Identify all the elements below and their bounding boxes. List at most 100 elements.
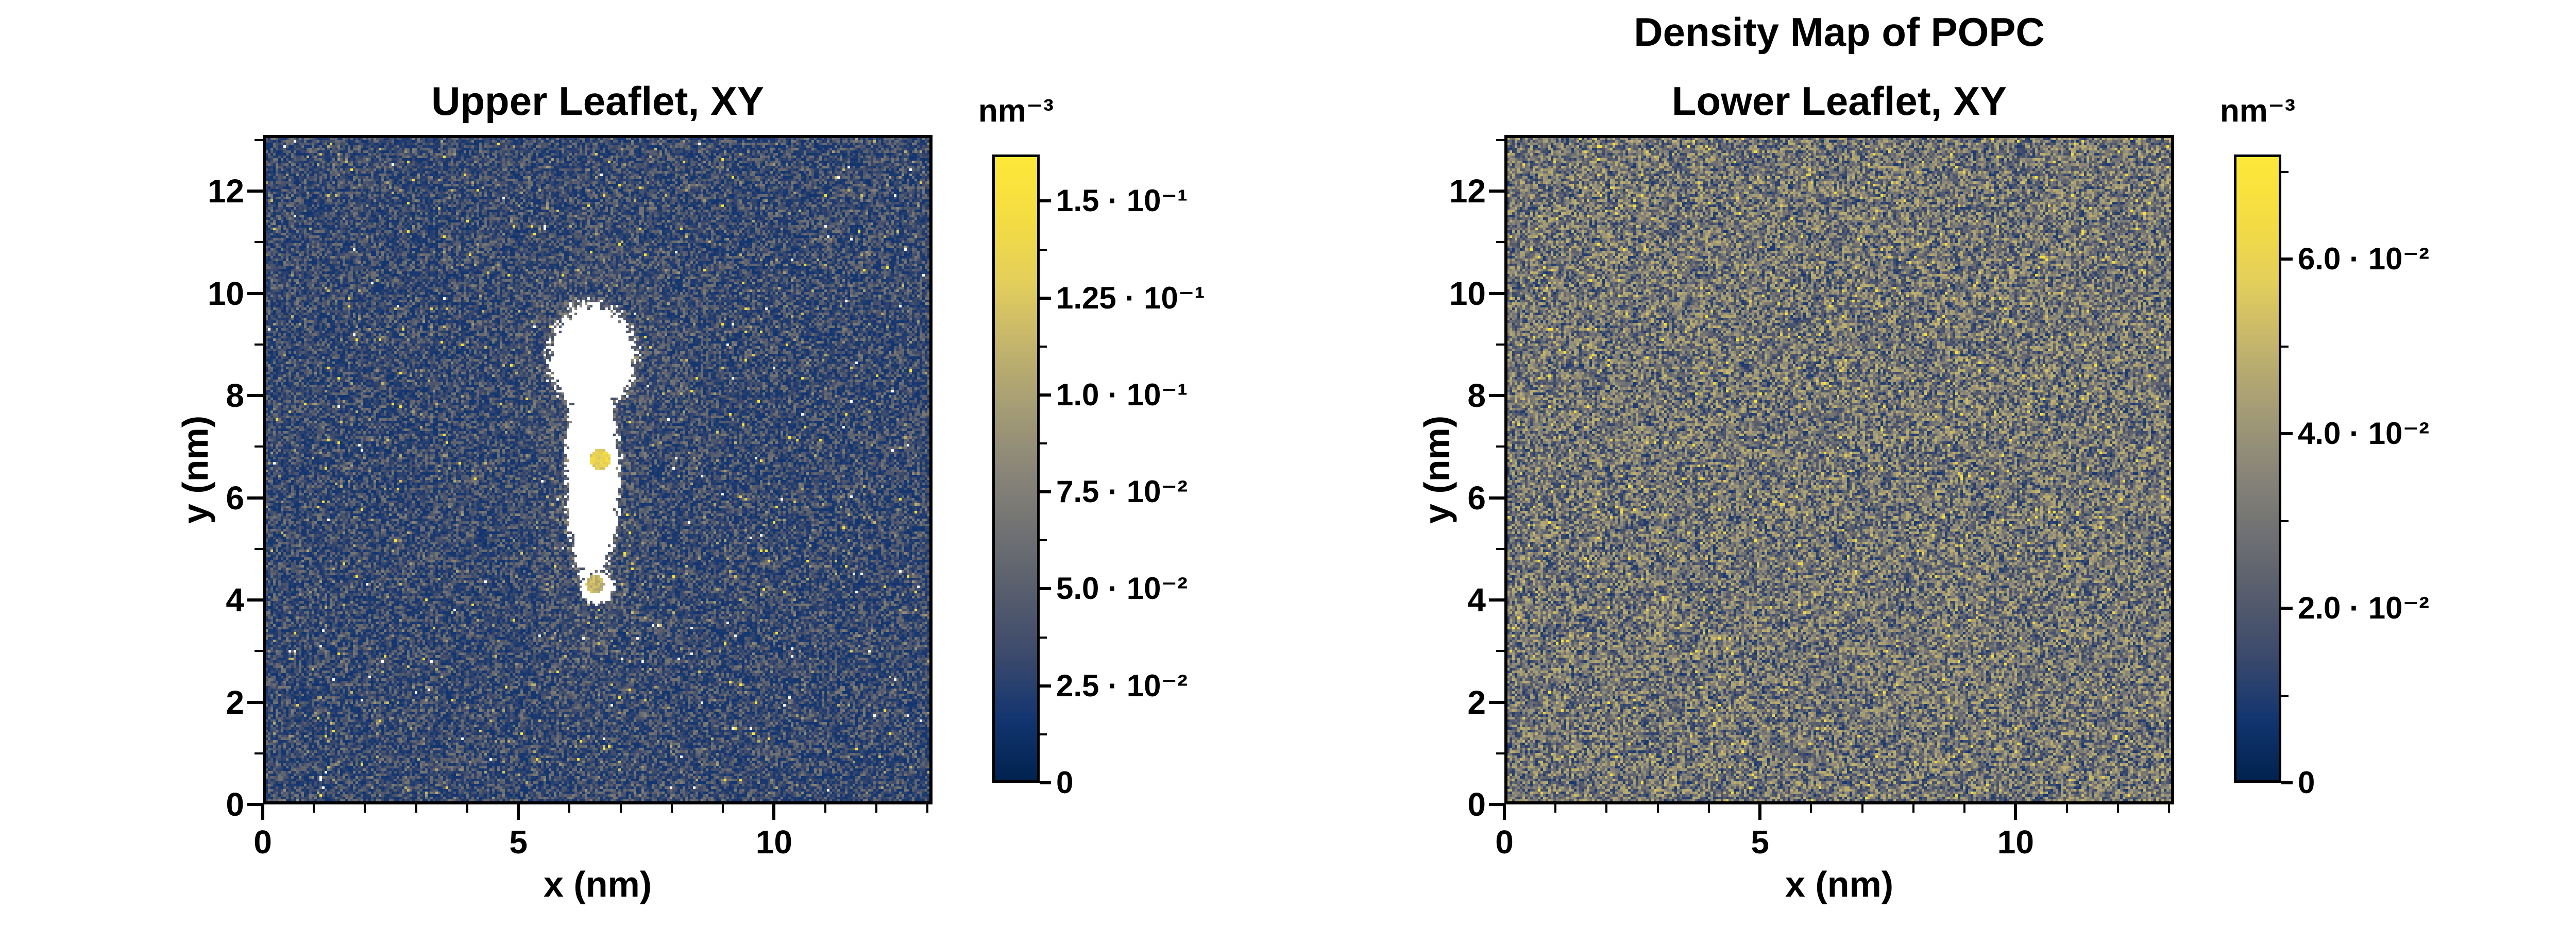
colorbar-tick: [2281, 258, 2293, 261]
panel-title: Upper Leaflet, XY: [431, 78, 764, 124]
colorbar: [2234, 154, 2281, 783]
y-tick-label: 2: [1467, 683, 1486, 721]
y-minor-tick: [1496, 752, 1504, 754]
y-tick-label: 12: [207, 173, 244, 210]
x-minor-tick: [415, 804, 417, 813]
y-tick: [247, 700, 263, 704]
y-tick: [247, 496, 263, 500]
y-tick-label: 2: [226, 683, 244, 721]
x-tick-label: 0: [253, 823, 272, 861]
x-minor-tick: [313, 804, 315, 813]
y-axis-label: y (nm): [175, 416, 215, 524]
x-minor-tick: [568, 804, 571, 813]
y-minor-tick: [255, 547, 263, 550]
x-minor-tick: [1861, 804, 1863, 813]
y-tick-label: 8: [1467, 377, 1486, 415]
x-minor-tick: [1656, 804, 1659, 813]
colorbar-tick: [1040, 587, 1051, 591]
y-tick: [247, 291, 263, 295]
x-minor-tick: [875, 804, 877, 813]
y-tick-label: 0: [1467, 786, 1486, 823]
colorbar-minor-tick: [1040, 636, 1047, 639]
x-minor-tick: [670, 804, 673, 813]
y-tick: [1489, 190, 1504, 193]
x-minor-tick: [466, 804, 468, 813]
y-tick: [1489, 803, 1504, 806]
y-minor-tick: [255, 139, 263, 141]
y-minor-tick: [1496, 445, 1504, 448]
heatmap-upper-leaflet: [263, 135, 933, 804]
plot-frame: [1504, 135, 2174, 804]
y-tick: [1489, 394, 1504, 398]
y-minor-tick: [1496, 650, 1504, 653]
colorbar-tick: [1040, 199, 1051, 203]
plot-frame: [263, 135, 933, 804]
colorbar-minor-tick: [2281, 345, 2289, 348]
x-tick: [517, 804, 520, 820]
x-minor-tick: [1810, 804, 1812, 813]
y-tick-label: 8: [226, 377, 244, 415]
y-tick: [1489, 291, 1504, 295]
x-tick-label: 0: [1495, 823, 1514, 861]
x-minor-tick: [1554, 804, 1557, 813]
figure-suptitle: Density Map of POPC: [1634, 9, 2045, 55]
colorbar-tick-label: 2.5 · 10⁻²: [1056, 668, 1188, 703]
colorbar-minor-tick: [2281, 694, 2289, 697]
x-minor-tick: [1963, 804, 1966, 813]
y-tick-label: 6: [1467, 479, 1486, 517]
x-axis-label: x (nm): [1785, 864, 1893, 904]
y-tick: [247, 803, 263, 806]
x-tick: [772, 804, 776, 820]
y-minor-tick: [1496, 241, 1504, 244]
colorbar: [992, 154, 1040, 783]
x-minor-tick: [1707, 804, 1710, 813]
colorbar-minor-tick: [1040, 345, 1047, 348]
y-tick: [1489, 598, 1504, 602]
colorbar-unit-label: nm⁻³: [2219, 93, 2296, 129]
y-tick-label: 4: [1467, 581, 1486, 619]
y-tick: [247, 598, 263, 602]
y-tick-label: 4: [226, 581, 244, 619]
colorbar-tick: [1040, 393, 1051, 397]
y-tick: [1489, 700, 1504, 704]
x-axis-label: x (nm): [544, 864, 652, 904]
colorbar-unit-label: nm⁻³: [978, 93, 1054, 129]
colorbar-tick-label: 5.0 · 10⁻²: [1056, 571, 1188, 606]
x-tick: [1503, 804, 1506, 820]
colorbar-minor-tick: [1040, 248, 1047, 251]
colorbar-tick-label: 1.25 · 10⁻¹: [1056, 280, 1205, 315]
colorbar-tick: [1040, 296, 1051, 300]
y-tick: [1489, 496, 1504, 500]
colorbar-tick-label: 0: [2298, 765, 2315, 800]
x-minor-tick: [619, 804, 622, 813]
colorbar-minor-tick: [2281, 520, 2289, 522]
colorbar-tick-label: 1.0 · 10⁻¹: [1056, 377, 1188, 412]
colorbar-frame: [2234, 154, 2281, 783]
x-minor-tick: [2116, 804, 2119, 813]
y-minor-tick: [255, 445, 263, 448]
x-minor-tick: [2065, 804, 2068, 813]
y-minor-tick: [255, 241, 263, 244]
colorbar-tick: [1040, 781, 1051, 784]
y-tick-label: 0: [226, 786, 244, 823]
y-axis-label: y (nm): [1417, 416, 1457, 524]
x-minor-tick: [2168, 804, 2171, 813]
colorbar-tick-label: 1.5 · 10⁻¹: [1056, 183, 1188, 218]
colorbar-tick-label: 0: [1056, 765, 1074, 800]
colorbar-minor-tick: [1040, 442, 1047, 445]
x-minor-tick: [926, 804, 929, 813]
x-minor-tick: [1912, 804, 1914, 813]
y-tick: [247, 190, 263, 193]
colorbar-tick: [2281, 781, 2293, 784]
x-minor-tick: [1605, 804, 1608, 813]
x-minor-tick: [364, 804, 366, 813]
x-tick-label: 10: [755, 823, 792, 861]
colorbar-minor-tick: [1040, 733, 1047, 735]
y-tick-label: 10: [1449, 274, 1486, 312]
